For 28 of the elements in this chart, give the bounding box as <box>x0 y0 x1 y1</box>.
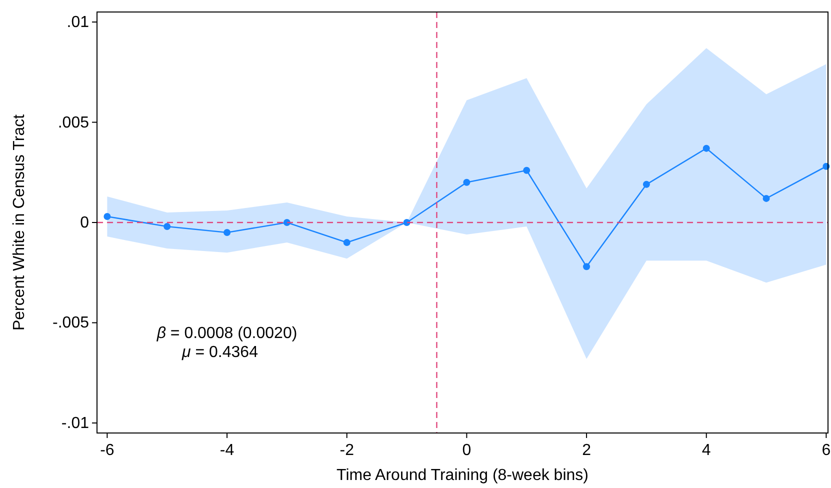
point <box>164 223 171 230</box>
point <box>523 166 530 174</box>
y-tick-label: -.005 <box>52 314 90 332</box>
annotation: β = 0.0008 (0.0020) <box>156 325 298 342</box>
point <box>343 239 350 246</box>
x-axis-title: Time Around Training (8-week bins) <box>336 467 588 484</box>
y-axis-title: Percent White in Census Tract <box>11 114 28 331</box>
y-tick-label: 0 <box>80 214 90 232</box>
y-tick-label: .005 <box>58 114 90 132</box>
point <box>762 194 770 202</box>
point <box>463 178 470 186</box>
point <box>403 219 410 226</box>
point <box>702 144 710 152</box>
x-tick-label: 2 <box>582 442 592 459</box>
x-tick-label: -4 <box>220 442 234 459</box>
point <box>104 212 111 220</box>
x-tick-label: 6 <box>822 442 831 459</box>
x-tick-label: -6 <box>100 442 114 459</box>
x-tick-label: -2 <box>340 442 354 459</box>
annotation: μ = 0.4364 <box>181 344 258 361</box>
point <box>583 263 590 270</box>
x-tick-label: 4 <box>702 442 711 459</box>
point <box>642 180 650 188</box>
y-tick-label: -.01 <box>61 414 90 432</box>
y-tick-label: .01 <box>66 14 90 32</box>
point <box>224 229 231 236</box>
x-tick-label: 0 <box>462 442 472 459</box>
point <box>283 219 290 226</box>
